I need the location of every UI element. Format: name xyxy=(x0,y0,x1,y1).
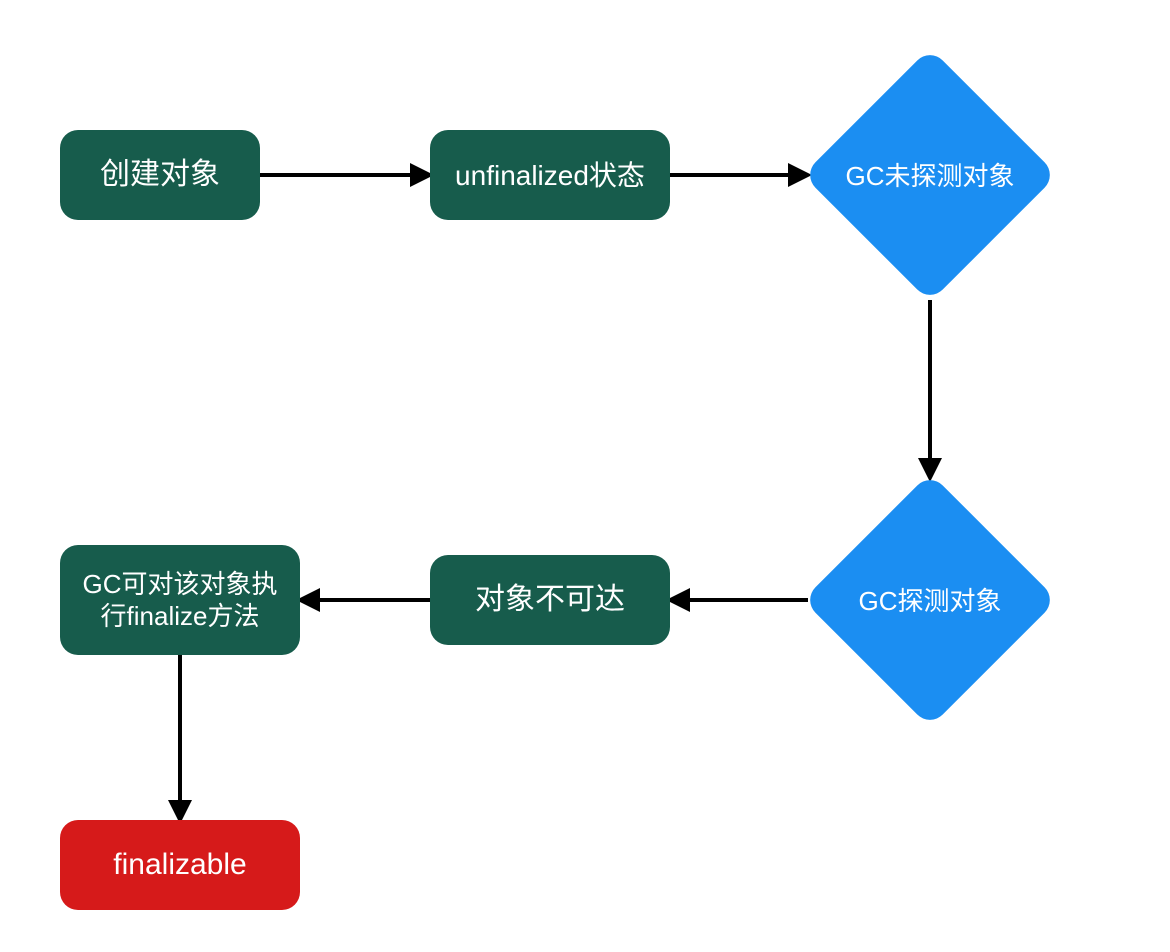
node-finalizable-label: finalizable xyxy=(113,846,246,884)
node-gc-not-detect-label: GC未探测对象 xyxy=(845,156,1014,193)
node-unfinalized-label: unfinalized状态 xyxy=(455,158,645,193)
node-gc-detect: GC探测对象 xyxy=(803,473,1058,728)
flowchart-canvas: 创建对象 unfinalized状态 GC未探测对象 GC探测对象 对象不可达 … xyxy=(0,0,1170,952)
diamond-label-wrap: GC探测对象 xyxy=(803,473,1058,728)
node-create-label: 创建对象 xyxy=(100,156,220,194)
node-create-object: 创建对象 xyxy=(60,130,260,220)
node-object-unreachable: 对象不可达 xyxy=(430,555,670,645)
diamond-label-wrap: GC未探测对象 xyxy=(803,48,1058,303)
node-unreachable-label: 对象不可达 xyxy=(475,581,625,619)
node-unfinalized-state: unfinalized状态 xyxy=(430,130,670,220)
node-gc-finalize-label: GC可对该对象执行finalize方法 xyxy=(70,568,290,633)
node-gc-detect-label: GC探测对象 xyxy=(858,581,1001,618)
node-gc-can-finalize: GC可对该对象执行finalize方法 xyxy=(60,545,300,655)
node-finalizable: finalizable xyxy=(60,820,300,910)
node-gc-not-detect: GC未探测对象 xyxy=(803,48,1058,303)
